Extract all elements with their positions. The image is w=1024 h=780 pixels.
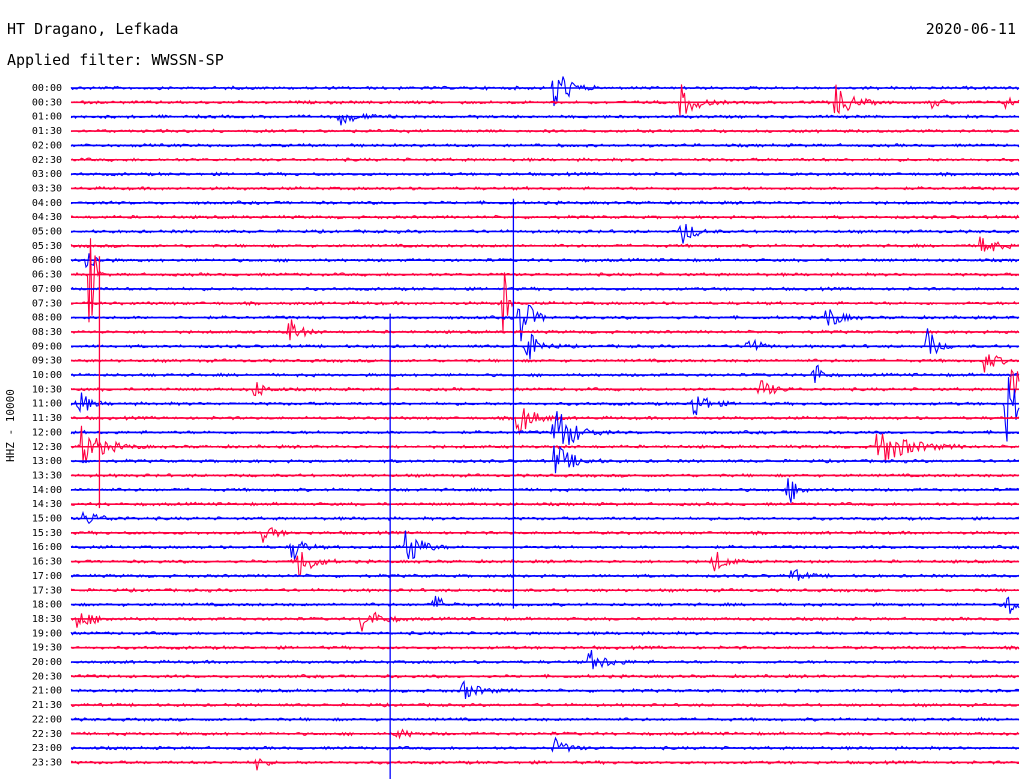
- trace-line: [70, 736, 1020, 753]
- trace-area: [70, 76, 1020, 779]
- trace-line: [70, 530, 1020, 560]
- time-tick-label: 14:00: [32, 485, 62, 496]
- time-tick-label: 17:00: [32, 571, 62, 582]
- time-axis: 00:00 00:30 01:00 01:30 02:00 02:30 03:00 03:30…: [32, 83, 62, 768]
- time-tick-label: 00:00: [32, 83, 62, 94]
- time-tick-label: 21:00: [32, 686, 62, 697]
- time-tick-label: 02:30: [32, 155, 62, 166]
- trace-line: [70, 272, 1020, 332]
- time-tick-label: 09:30: [32, 356, 62, 367]
- time-tick-label: 15:30: [32, 528, 62, 539]
- time-tick-label: 18:00: [32, 600, 62, 611]
- time-tick-label: 21:30: [32, 700, 62, 711]
- time-tick-label: 00:30: [32, 97, 62, 108]
- trace-line: [70, 368, 1020, 397]
- trace-line: [70, 224, 1020, 244]
- time-tick-label: 07:00: [32, 284, 62, 295]
- time-tick-label: 11:00: [32, 399, 62, 410]
- time-tick-label: 15:00: [32, 514, 62, 525]
- trace-line: [70, 304, 1020, 342]
- time-tick-label: 22:00: [32, 714, 62, 725]
- trace-line: [70, 551, 1020, 578]
- time-tick-label: 10:00: [32, 370, 62, 381]
- station-title: HT Dragano, Lefkada: [7, 20, 179, 38]
- trace-line: [70, 236, 1020, 252]
- time-tick-label: 07:30: [32, 298, 62, 309]
- filter-label: Applied filter: WWSSN-SP: [7, 51, 224, 69]
- time-tick-label: 12:00: [32, 427, 62, 438]
- time-tick-label: 01:30: [32, 126, 62, 137]
- time-tick-label: 16:30: [32, 557, 62, 568]
- trace-line: [70, 408, 1020, 436]
- time-tick-label: 10:30: [32, 384, 62, 395]
- time-tick-label: 22:30: [32, 729, 62, 740]
- trace-line: [70, 650, 1020, 670]
- time-tick-label: 16:00: [32, 542, 62, 553]
- time-tick-label: 23:00: [32, 743, 62, 754]
- time-tick-label: 20:00: [32, 657, 62, 668]
- time-tick-label: 08:30: [32, 327, 62, 338]
- trace-line: [70, 611, 1020, 632]
- time-tick-label: 05:00: [32, 227, 62, 238]
- time-tick-label: 06:30: [32, 270, 62, 281]
- time-tick-label: 19:30: [32, 643, 62, 654]
- time-tick-label: 03:00: [32, 169, 62, 180]
- time-tick-label: 13:30: [32, 470, 62, 481]
- trace-line: [70, 757, 1019, 771]
- time-tick-label: 02:00: [32, 140, 62, 151]
- time-tick-label: 01:00: [32, 112, 62, 123]
- time-tick-label: 13:00: [32, 456, 62, 467]
- trace-line: [70, 354, 1020, 373]
- trace-line: [70, 319, 1020, 341]
- time-tick-label: 06:00: [32, 255, 62, 266]
- time-tick-label: 05:30: [32, 241, 62, 252]
- trace-line: [70, 238, 1020, 323]
- trace-line: [70, 445, 1020, 474]
- time-tick-label: 23:30: [32, 757, 62, 768]
- date-label: 2020-06-11: [925, 20, 1016, 38]
- time-tick-label: 03:30: [32, 183, 62, 194]
- trace-line: [70, 84, 1020, 116]
- time-tick-label: 04:00: [32, 198, 62, 209]
- time-tick-label: 19:00: [32, 628, 62, 639]
- time-tick-label: 12:30: [32, 442, 62, 453]
- time-tick-label: 08:00: [32, 313, 62, 324]
- time-tick-label: 20:30: [32, 671, 62, 682]
- time-tick-label: 14:30: [32, 499, 62, 510]
- time-tick-label: 18:30: [32, 614, 62, 625]
- time-tick-label: 11:30: [32, 413, 62, 424]
- time-tick-label: 04:30: [32, 212, 62, 223]
- trace-line: [70, 527, 1020, 543]
- time-tick-label: 17:30: [32, 585, 62, 596]
- time-tick-label: 09:00: [32, 341, 62, 352]
